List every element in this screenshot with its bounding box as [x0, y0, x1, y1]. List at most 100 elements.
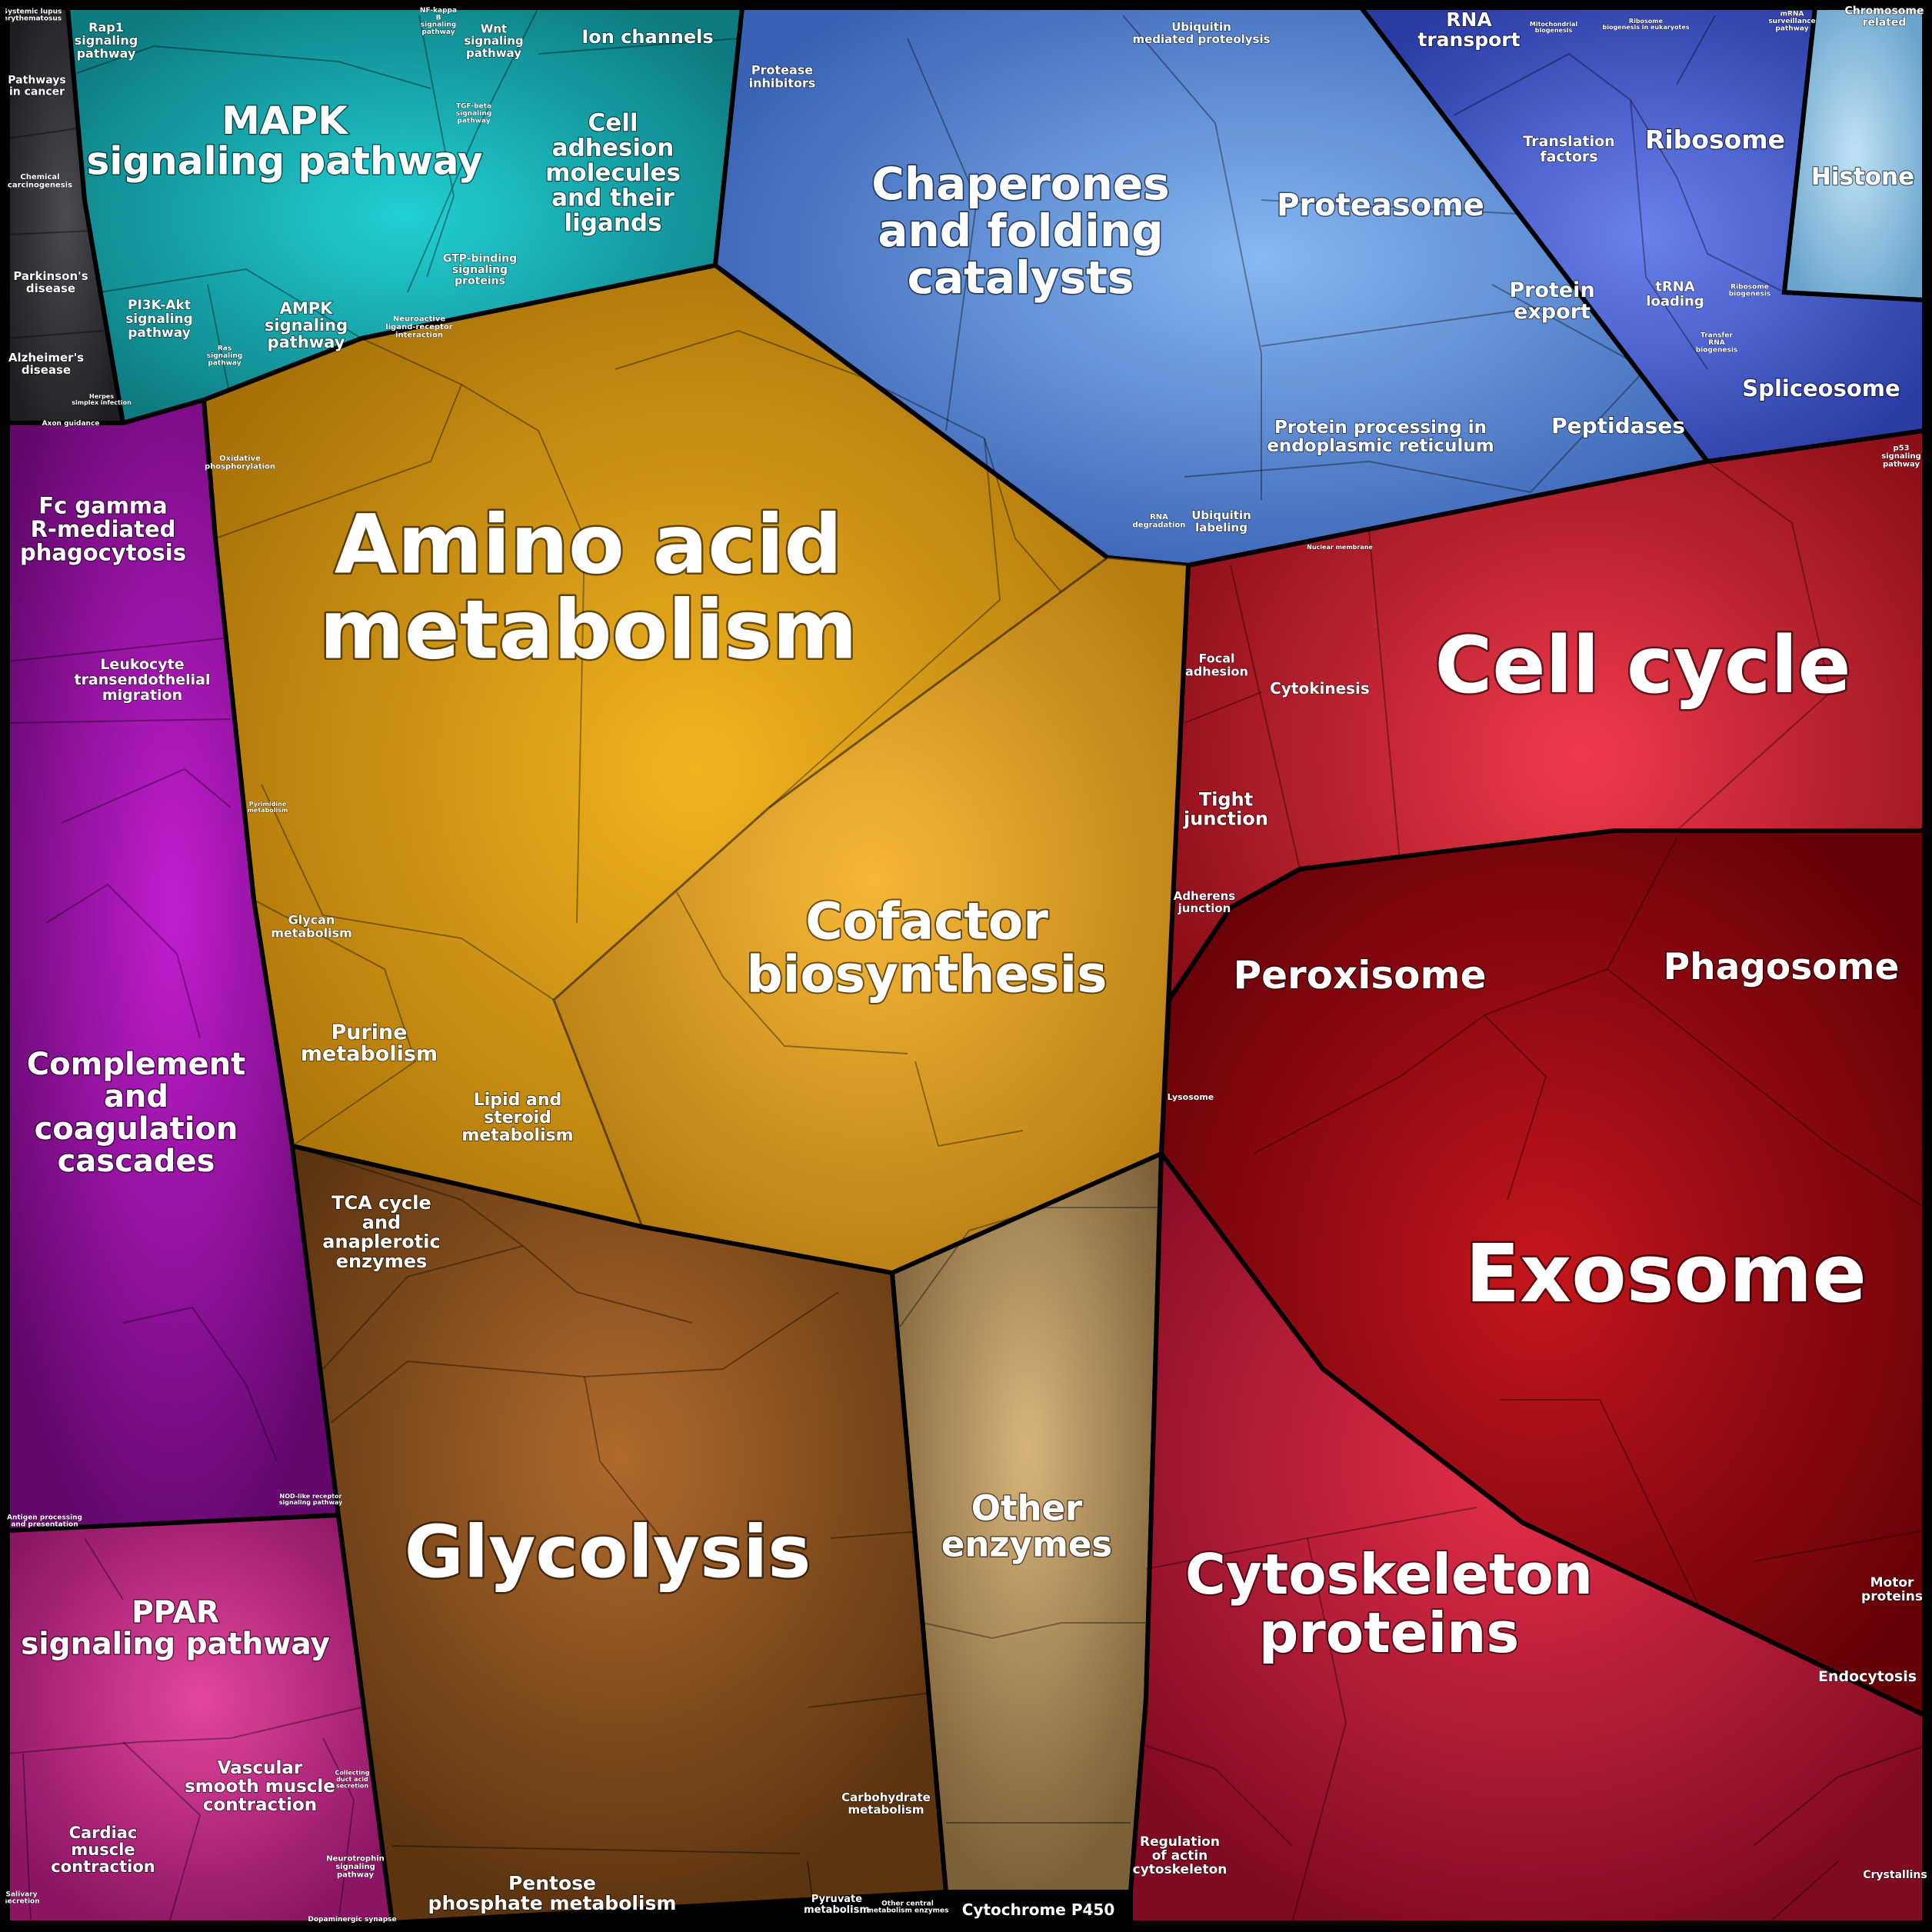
label-line: pathway — [208, 359, 241, 367]
label-line: pathway — [466, 46, 521, 60]
label-line: labeling — [1195, 521, 1247, 535]
label-line: Phagosome — [1664, 946, 1900, 988]
label-line: Tight — [1199, 788, 1253, 810]
label-ribosome: Ribosome — [1645, 125, 1785, 155]
label-fc-gamma: Fc gamma R-mediated phagocytosis — [20, 493, 186, 566]
label-mapk: MAPK signaling pathway — [86, 98, 482, 184]
label-line: pathway — [1775, 25, 1808, 33]
label-line: signaling — [75, 33, 138, 48]
label-line: biogenesis — [1535, 27, 1573, 34]
label-ubiquitin-proteolysis: Ubiquitin mediated proteolysis — [1132, 20, 1270, 46]
label-cell-cycle: Cell cycle — [1434, 620, 1850, 711]
label-line: Protein processing in — [1274, 418, 1487, 438]
label-line: Other central — [881, 1900, 934, 1907]
label-line: Pyrimidine — [249, 801, 287, 808]
label-exosome: Exosome — [1465, 1227, 1867, 1321]
label-line: Rap1 — [88, 20, 124, 35]
label-line: interaction — [395, 331, 443, 340]
label-line: migration — [102, 687, 182, 704]
label-line: Other — [971, 1487, 1083, 1528]
label-oxidative: Oxidative phosphorylation — [205, 455, 275, 471]
label-crystallins: Crystallins — [1863, 1869, 1927, 1881]
label-line: Pyruvate — [811, 1894, 862, 1905]
label-line: Amino acid — [335, 497, 843, 591]
label-ion-channels: Ion channels — [581, 26, 713, 48]
label-line: anaplerotic — [322, 1231, 440, 1253]
label-line: molecules — [545, 159, 681, 187]
label-line: Crystallins — [1863, 1869, 1927, 1881]
label-line: biogenesis — [1729, 291, 1771, 298]
label-line: AMPK — [280, 299, 334, 318]
label-line: signaling — [207, 352, 242, 360]
label-alzheimers: Alzheimer's disease — [8, 351, 84, 377]
label-axon: Axon guidance — [42, 420, 100, 428]
label-line: RNA — [1708, 339, 1724, 347]
label-line: signaling — [452, 264, 508, 276]
label-line: PPAR — [132, 1596, 219, 1631]
label-line: Carbohydrate — [841, 1790, 931, 1804]
label-other-central: Other central metabolism enzymes — [867, 1900, 949, 1914]
label-line: surveillance — [1768, 18, 1815, 25]
label-line: signaling — [1881, 452, 1921, 461]
label-line: signaling — [464, 34, 523, 48]
label-lysosome: Lysosome — [1168, 1092, 1214, 1102]
label-line: Complement — [27, 1047, 245, 1082]
label-line: metabolism — [301, 1042, 438, 1066]
label-line: loading — [1646, 293, 1704, 309]
label-pi3k: PI3K-Akt signaling pathway — [125, 298, 193, 341]
label-line: steroid — [484, 1108, 551, 1128]
label-ppar: PPAR signaling pathway — [21, 1596, 330, 1662]
label-line: smooth muscle — [185, 1777, 335, 1797]
label-translation-factors: Translation factors — [1523, 133, 1614, 165]
label-pentose: Pentose phosphate metabolism — [428, 1872, 677, 1914]
label-line: Histone — [1811, 163, 1914, 191]
label-line: adhesion — [1185, 664, 1248, 678]
label-line: Wnt — [481, 22, 507, 35]
label-line: metabolism — [804, 1904, 870, 1916]
label-histone: Histone — [1811, 163, 1914, 191]
label-parkinsons: Parkinson's disease — [13, 269, 88, 295]
label-line: in cancer — [9, 85, 65, 98]
label-line: Ribosome — [1629, 18, 1664, 25]
label-line: muscle — [71, 1840, 135, 1859]
label-line: mediated proteolysis — [1132, 32, 1270, 46]
label-tight: Tight junction — [1183, 788, 1268, 829]
label-line: Regulation — [1140, 1834, 1220, 1850]
label-line: signaling pathway — [279, 1499, 343, 1506]
label-transfer-rna: Transfer RNA biogenesis — [1696, 332, 1738, 355]
label-line: signaling pathway — [21, 1627, 330, 1662]
label-line: Ribosome — [1730, 283, 1769, 291]
label-other-enzymes: Other enzymes — [941, 1487, 1112, 1564]
label-line: Chemical — [20, 173, 59, 182]
label-line: signaling — [265, 316, 348, 335]
label-line: factors — [1540, 148, 1597, 165]
label-line: junction — [1183, 808, 1268, 830]
label-antigen: Antigen processing and presentation — [7, 1514, 82, 1528]
label-line: Cell cycle — [1434, 620, 1850, 711]
label-line: Cytoskeleton — [1185, 1542, 1593, 1607]
label-line: and — [362, 1211, 401, 1233]
label-line: biogenesis in eukaryotes — [1602, 24, 1689, 31]
label-dopaminergic: Dopaminergic synapse — [308, 1916, 396, 1924]
label-line: of actin — [1152, 1848, 1208, 1864]
label-line: metabolism — [461, 1126, 573, 1145]
label-line: NF-kappa — [420, 7, 457, 15]
label-line: metabolism enzymes — [867, 1907, 949, 1915]
label-line: Pathways — [8, 75, 65, 87]
label-line: Nuclear membrane — [1307, 544, 1373, 551]
label-line: secretion — [336, 1782, 368, 1789]
label-line: Leukocyte — [100, 656, 184, 673]
label-line: Cytokinesis — [1270, 679, 1370, 698]
label-line: MAPK — [222, 98, 349, 143]
label-complement: Complement and coagulation cascades — [27, 1047, 245, 1179]
label-cyp450: Cytochrome P450 — [962, 1900, 1115, 1919]
label-line: and folding — [878, 205, 1163, 257]
label-endocytosis: Endocytosis — [1818, 1668, 1917, 1685]
label-line: Salivary — [6, 1890, 38, 1898]
label-vascular: Vascular smooth muscle contraction — [185, 1758, 335, 1815]
label-glycolysis: Glycolysis — [405, 1511, 811, 1594]
label-line: simplex infection — [72, 399, 132, 406]
label-line: pathway — [457, 118, 490, 125]
labels: Systemic lupus erythematosus Pathways in c… — [2, 5, 1927, 1924]
